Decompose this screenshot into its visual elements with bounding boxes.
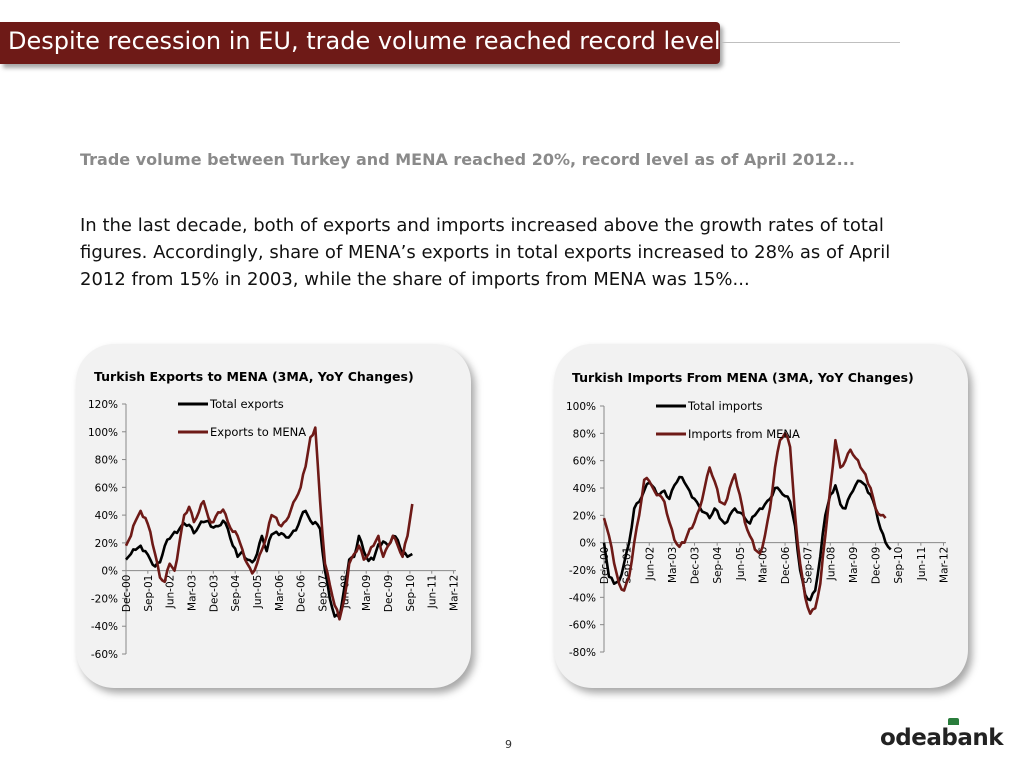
- slide-title: Despite recession in EU, trade volume re…: [8, 27, 721, 55]
- y-tick-label: -20%: [91, 593, 118, 605]
- y-tick-label: -60%: [569, 620, 596, 632]
- imports-chart-panel: Turkish Imports From MENA (3MA, YoY Chan…: [554, 344, 968, 688]
- slide-subtitle: Trade volume between Turkey and MENA rea…: [80, 150, 855, 169]
- x-tick-label: Jun-05: [735, 547, 747, 582]
- x-tick-label: Dec-00: [121, 575, 133, 612]
- y-tick-label: -40%: [91, 621, 118, 633]
- legend-label: Exports to MENA: [210, 425, 306, 439]
- x-tick-label: Dec-06: [296, 574, 308, 612]
- legend-label: Total imports: [687, 399, 762, 413]
- x-tick-label: Mar-09: [848, 547, 860, 583]
- x-tick-label: Mar-12: [938, 547, 950, 583]
- x-tick-label: Jun-08: [825, 547, 837, 582]
- y-tick-label: 20%: [95, 538, 118, 550]
- x-tick-label: Sep-10: [405, 575, 417, 612]
- y-tick-label: 0%: [101, 566, 118, 578]
- chart-title: Turkish Imports From MENA (3MA, YoY Chan…: [572, 370, 914, 385]
- body-paragraph: In the last decade, both of exports and …: [80, 215, 891, 290]
- y-tick-label: -40%: [569, 592, 596, 604]
- x-tick-label: Sep-10: [893, 547, 905, 584]
- legend-label: Total exports: [209, 397, 284, 411]
- x-tick-label: Dec-09: [871, 547, 883, 584]
- series-line-mena: [602, 432, 887, 615]
- x-tick-label: Mar-09: [361, 575, 373, 611]
- y-tick-label: 0%: [579, 538, 596, 550]
- x-tick-label: Sep-01: [143, 575, 155, 612]
- x-tick-label: Dec-03: [690, 547, 702, 584]
- x-tick-label: Jun-02: [165, 575, 177, 610]
- x-tick-label: Jun-02: [644, 547, 656, 582]
- y-tick-label: 20%: [573, 510, 596, 522]
- y-tick-label: 60%: [573, 456, 596, 468]
- x-tick-label: Mar-12: [449, 575, 461, 611]
- logo-mark-icon: [948, 718, 959, 725]
- x-tick-label: Dec-03: [208, 575, 220, 612]
- legend-label: Imports from MENA: [688, 427, 800, 441]
- y-tick-label: -20%: [569, 565, 596, 577]
- x-tick-label: Mar-03: [187, 575, 199, 611]
- x-tick-label: Jun-11: [916, 547, 928, 582]
- page-number: 9: [505, 738, 512, 751]
- x-tick-label: Jun-05: [252, 575, 264, 610]
- y-tick-label: 80%: [573, 428, 596, 440]
- title-bar: Despite recession in EU, trade volume re…: [0, 22, 721, 64]
- x-tick-label: Mar-06: [274, 574, 286, 611]
- exports-chart: Turkish Exports to MENA (3MA, YoY Change…: [88, 369, 461, 661]
- x-tick-label: Sep-07: [803, 547, 815, 584]
- odeabank-logo: odeabank: [880, 718, 1004, 757]
- x-tick-label: Sep-04: [712, 546, 724, 583]
- series-line-total: [125, 509, 413, 620]
- y-tick-label: 60%: [95, 482, 118, 494]
- y-tick-label: 40%: [95, 510, 118, 522]
- x-tick-label: Mar-03: [667, 547, 679, 583]
- y-tick-label: 100%: [88, 427, 118, 439]
- title-divider: [722, 42, 900, 43]
- y-tick-label: 120%: [88, 399, 118, 411]
- y-tick-label: 100%: [566, 401, 596, 413]
- x-tick-label: Mar-06: [757, 546, 769, 583]
- x-tick-label: Jun-11: [427, 575, 439, 610]
- y-tick-label: 80%: [95, 455, 118, 467]
- x-tick-label: Sep-04: [230, 574, 242, 611]
- series-line-mena: [124, 426, 414, 621]
- y-tick-label: 40%: [573, 483, 596, 495]
- imports-chart: Turkish Imports From MENA (3MA, YoY Chan…: [566, 370, 951, 659]
- chart-title: Turkish Exports to MENA (3MA, YoY Change…: [94, 369, 414, 384]
- logo-text: odeabank: [880, 725, 1004, 751]
- x-tick-label: Dec-06: [780, 546, 792, 584]
- y-tick-label: -60%: [91, 649, 118, 661]
- y-tick-label: -80%: [569, 647, 596, 659]
- exports-chart-panel: Turkish Exports to MENA (3MA, YoY Change…: [76, 344, 471, 688]
- x-tick-label: Dec-09: [383, 575, 395, 612]
